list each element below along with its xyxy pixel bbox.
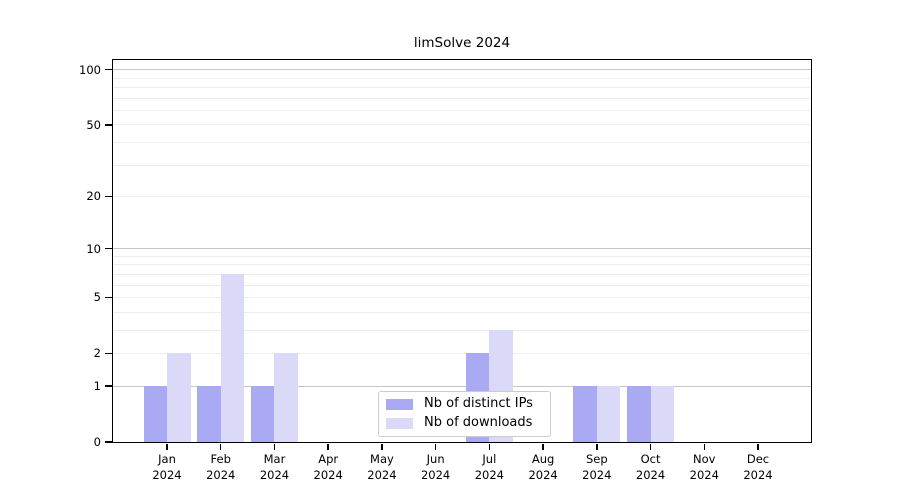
legend: Nb of distinct IPs Nb of downloads — [378, 391, 551, 437]
x-tick-label: Sep 2024 — [582, 452, 612, 482]
y-tick-mark — [105, 69, 112, 71]
gridline-minor — [113, 141, 811, 143]
x-tick-mark — [381, 444, 383, 450]
x-tick-mark — [434, 444, 437, 450]
x-tick-mark — [757, 444, 759, 450]
gridline-minor — [113, 77, 811, 79]
legend-item-downloads: Nb of downloads — [386, 415, 542, 431]
x-tick-label: May 2024 — [367, 452, 397, 482]
gridline-major — [113, 248, 811, 250]
y-tick-label: 10 — [86, 241, 101, 256]
legend-label-downloads: Nb of downloads — [424, 415, 533, 430]
legend-swatch-distinct-ips — [386, 398, 413, 410]
gridline-minor — [113, 87, 811, 89]
gridline-minor — [113, 124, 811, 126]
y-tick-label: 50 — [86, 117, 101, 132]
bar-downloads-jan — [167, 353, 191, 442]
y-tick-label: 100 — [79, 62, 101, 77]
x-tick-label: Oct 2024 — [635, 452, 666, 482]
y-tick-mark — [105, 296, 112, 299]
gridline-minor — [113, 97, 811, 99]
y-tick-mark — [105, 352, 112, 355]
y-tick-label: 1 — [93, 379, 101, 394]
x-tick-label: Jan 2024 — [152, 452, 182, 482]
x-tick-mark — [488, 444, 491, 450]
gridline-minor — [113, 195, 811, 197]
x-tick-mark — [649, 444, 652, 450]
gridline-minor — [113, 109, 811, 111]
gridline-major — [113, 385, 811, 387]
gridline-minor — [113, 255, 811, 257]
y-tick-mark — [105, 247, 112, 250]
x-tick-mark — [542, 444, 544, 450]
legend-item-distinct-ips: Nb of distinct IPs — [386, 396, 542, 412]
bar-downloads-sep — [596, 386, 621, 442]
y-tick-mark — [105, 195, 112, 198]
bar-downloads-oct — [650, 386, 675, 442]
x-tick-mark — [220, 444, 222, 450]
gridline-minor — [113, 264, 811, 266]
chart-title: limSolve 2024 — [413, 35, 511, 51]
gridline-minor — [113, 164, 811, 166]
x-tick-label: Feb 2024 — [206, 452, 236, 482]
gridline-minor — [113, 296, 811, 298]
gridline-minor — [113, 273, 811, 275]
legend-label-distinct-ips: Nb of distinct IPs — [424, 396, 533, 411]
y-tick-label: 20 — [86, 189, 101, 204]
x-tick-label: Nov 2024 — [689, 452, 719, 482]
x-tick-label: Jun 2024 — [420, 452, 451, 482]
legend-swatch-downloads — [386, 417, 413, 429]
y-tick-mark — [105, 441, 112, 443]
bar-distinct-ips-oct — [627, 386, 651, 442]
x-tick-mark — [596, 444, 598, 450]
y-tick-label: 0 — [93, 435, 101, 449]
y-tick-label: 2 — [93, 346, 101, 361]
bar-distinct-ips-mar — [250, 386, 275, 442]
x-tick-mark — [273, 444, 276, 450]
bar-distinct-ips-jan — [143, 386, 167, 442]
x-tick-label: Mar 2024 — [259, 452, 290, 482]
gridline-major — [113, 69, 811, 71]
gridline-minor — [113, 311, 811, 313]
x-tick-mark — [327, 444, 329, 450]
x-tick-mark — [166, 444, 168, 450]
y-tick-mark — [105, 385, 112, 387]
x-tick-label: Apr 2024 — [313, 452, 343, 482]
y-tick-mark — [105, 124, 112, 126]
bar-downloads-mar — [274, 353, 298, 442]
y-tick-label: 5 — [93, 290, 101, 305]
plot-area: Nb of distinct IPs Nb of downloads 0 1 2 5 1… — [79, 59, 812, 482]
bar-downloads-feb — [220, 274, 245, 442]
x-tick-label: Dec 2024 — [743, 452, 773, 482]
bar-distinct-ips-sep — [573, 386, 597, 442]
x-tick-label: Jul 2024 — [474, 452, 504, 482]
x-tick-label: Aug 2024 — [528, 452, 558, 482]
bar-distinct-ips-feb — [197, 386, 221, 442]
gridline-minor — [113, 329, 811, 331]
gridline-minor — [113, 352, 811, 354]
x-tick-mark — [703, 444, 705, 450]
gridline-minor — [113, 284, 811, 286]
